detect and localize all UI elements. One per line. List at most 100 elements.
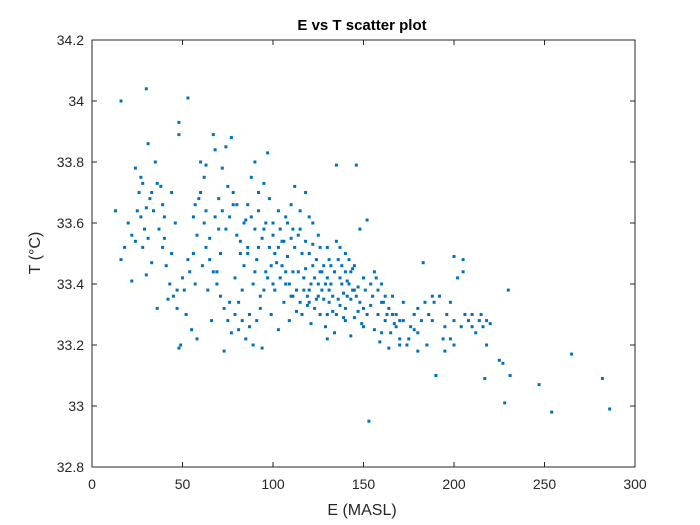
data-point xyxy=(363,288,367,292)
data-point xyxy=(333,331,336,335)
data-point xyxy=(434,374,438,377)
data-point xyxy=(349,334,353,338)
data-point xyxy=(217,197,221,201)
data-point xyxy=(173,221,177,225)
data-point xyxy=(307,288,311,292)
data-point xyxy=(412,328,416,332)
x-axis-label: E (MASL) xyxy=(327,502,396,519)
data-point xyxy=(376,313,380,316)
data-point xyxy=(222,349,226,353)
data-point xyxy=(175,306,179,310)
y-tick-label: 34 xyxy=(68,93,84,109)
data-point xyxy=(474,331,478,335)
data-point xyxy=(271,282,275,286)
data-point xyxy=(311,242,315,246)
data-point xyxy=(358,300,362,304)
data-point xyxy=(367,419,371,423)
data-point xyxy=(477,319,481,323)
x-tick-label: 100 xyxy=(261,476,285,492)
data-point xyxy=(343,270,347,274)
data-point xyxy=(170,191,174,194)
data-point xyxy=(233,313,237,316)
data-point xyxy=(380,300,384,304)
data-point xyxy=(258,306,262,310)
data-point xyxy=(126,221,130,225)
data-point xyxy=(204,245,208,249)
data-point xyxy=(325,276,329,280)
data-point xyxy=(409,325,413,329)
data-point xyxy=(391,294,394,298)
data-point xyxy=(316,282,320,286)
data-point xyxy=(329,264,333,268)
y-tick-label: 33.2 xyxy=(57,337,84,353)
data-point xyxy=(479,313,483,316)
data-point xyxy=(255,319,259,323)
data-point xyxy=(284,215,288,219)
data-point xyxy=(204,163,208,167)
y-axis-label: T (°C) xyxy=(27,232,44,275)
data-point xyxy=(352,316,356,320)
data-point xyxy=(251,343,255,347)
data-point xyxy=(380,331,384,335)
data-point xyxy=(459,325,463,329)
data-point xyxy=(237,300,241,304)
data-point xyxy=(284,270,288,274)
data-point xyxy=(365,218,369,222)
data-point xyxy=(293,245,297,249)
data-point xyxy=(313,276,317,280)
data-point xyxy=(336,297,340,301)
data-point xyxy=(295,309,298,313)
data-point xyxy=(242,221,246,225)
data-point xyxy=(211,133,215,137)
data-point xyxy=(334,163,338,167)
data-point xyxy=(211,270,215,274)
y-tick-label: 33 xyxy=(68,398,84,414)
data-point xyxy=(351,267,355,271)
data-point xyxy=(443,349,447,353)
data-point xyxy=(354,294,358,298)
data-point xyxy=(275,261,279,265)
data-point xyxy=(226,184,230,188)
y-axis-ticks: 32.8 33 33.2 33.4 33.6 33.8 34 34.2 xyxy=(57,32,635,475)
data-point xyxy=(278,276,282,280)
x-tick-label: 50 xyxy=(175,476,191,492)
data-point xyxy=(148,197,152,201)
data-point xyxy=(253,227,257,231)
data-point xyxy=(249,175,253,179)
data-point xyxy=(374,276,378,280)
data-point xyxy=(199,160,203,164)
y-tick-label: 34.2 xyxy=(57,32,84,48)
data-point xyxy=(244,337,248,341)
data-point xyxy=(287,319,291,323)
data-point xyxy=(266,151,270,155)
data-point xyxy=(537,383,541,387)
data-point xyxy=(226,319,230,323)
x-tick-label: 250 xyxy=(533,476,557,492)
data-point xyxy=(162,236,166,240)
data-point xyxy=(242,264,246,268)
data-point xyxy=(150,191,154,194)
data-point xyxy=(334,239,338,243)
data-point xyxy=(296,270,300,274)
data-point xyxy=(269,264,273,268)
data-point xyxy=(257,245,260,249)
data-point xyxy=(114,209,117,213)
data-point xyxy=(327,288,331,292)
data-point xyxy=(338,303,342,307)
data-point xyxy=(497,358,501,362)
data-point xyxy=(193,282,197,286)
data-point xyxy=(398,337,402,341)
data-point xyxy=(219,294,222,298)
data-point xyxy=(320,288,324,292)
data-point xyxy=(333,270,336,274)
data-point xyxy=(331,294,335,298)
data-point xyxy=(280,264,284,268)
data-point xyxy=(153,160,157,164)
data-point xyxy=(445,313,449,316)
data-point xyxy=(233,276,237,280)
data-point xyxy=(229,136,233,140)
y-tick-label: 33.8 xyxy=(57,154,84,170)
data-point xyxy=(157,227,161,231)
data-point xyxy=(191,215,195,219)
data-point xyxy=(257,209,260,213)
